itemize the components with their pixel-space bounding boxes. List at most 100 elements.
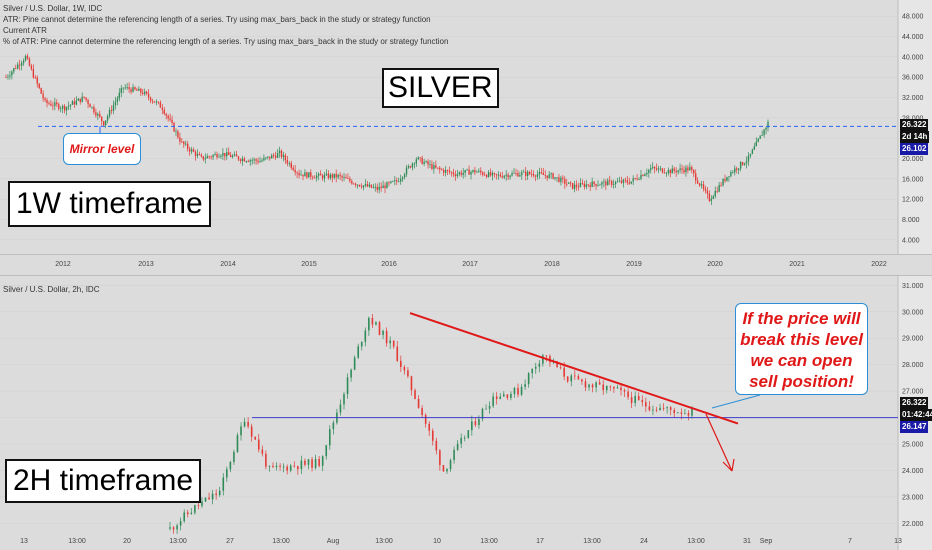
candle-body [351, 181, 353, 184]
candle-body [93, 106, 95, 113]
candle-body [194, 504, 196, 513]
candle-body [300, 460, 303, 470]
candle-body [513, 387, 516, 394]
two-hour-chart-pane[interactable]: 31.00030.00029.00028.00027.00026.00025.0… [0, 276, 932, 550]
candle-body [211, 493, 214, 500]
candle-body [527, 373, 530, 385]
candle-body [446, 469, 448, 472]
weekly-time-axis[interactable]: 2012 2013 2014 2015 2016 2017 2018 2019 2020 2021… [0, 254, 932, 276]
candle-body [524, 384, 526, 387]
candle-body [385, 330, 388, 344]
y-tick-label: 36.000 [902, 75, 924, 82]
projection-arrow-head [722, 458, 735, 472]
candle-body [579, 183, 582, 188]
candle-body [598, 382, 601, 385]
x-tick-label: 13:00 [375, 538, 393, 545]
candle-body [102, 121, 105, 126]
candle-body [446, 170, 449, 171]
candle-body [448, 170, 451, 173]
candle-body [374, 186, 376, 188]
candle-body [394, 180, 396, 182]
candle-body [400, 360, 402, 368]
candle-body [460, 172, 462, 175]
candle-body [144, 91, 146, 94]
candle-body [708, 193, 711, 201]
candle-body [485, 408, 487, 410]
candle-body [341, 175, 343, 178]
x-tick-label: 2013 [138, 261, 154, 268]
candle-body [710, 198, 713, 201]
candle-body [587, 184, 589, 186]
candle-body [534, 175, 537, 177]
y-tick-label: 29.000 [902, 336, 924, 343]
candle-body [265, 453, 267, 467]
candle-body [526, 171, 529, 176]
two-hour-price-badge: 26.322 [900, 397, 929, 409]
candle-body [655, 409, 658, 411]
candle-body [449, 460, 452, 470]
candle-body [128, 86, 130, 90]
candle-body [329, 174, 332, 179]
candle-body [545, 355, 548, 357]
candle-body [276, 153, 279, 158]
candle-body [77, 98, 79, 101]
candle-body [634, 178, 636, 180]
candle-body [610, 181, 613, 185]
candle-body [265, 157, 267, 159]
candle-body [605, 385, 608, 391]
candle-body [116, 98, 119, 102]
candle-body [728, 176, 730, 178]
candle-body [347, 178, 349, 180]
candle-body [208, 156, 210, 158]
candle-body [684, 413, 686, 414]
x-tick-label: 2017 [462, 261, 478, 268]
candle-body [91, 106, 93, 108]
candle-body [487, 172, 490, 177]
candle-body [730, 172, 732, 177]
candle-body [435, 165, 437, 168]
candle-body [662, 407, 665, 409]
candle-body [593, 181, 595, 185]
candle-body [442, 169, 445, 173]
candle-body [761, 135, 763, 136]
candle-body [176, 525, 178, 530]
candle-body [574, 375, 576, 377]
candle-body [124, 87, 126, 89]
candle-body [478, 170, 480, 172]
candle-body [157, 101, 160, 103]
candle-body [60, 108, 62, 110]
candle-body [318, 458, 320, 466]
candle-body [595, 382, 597, 388]
candle-body [538, 172, 541, 175]
y-tick-label: 48.000 [902, 14, 924, 21]
candle-body [425, 161, 427, 163]
candle-body [134, 87, 136, 90]
candle-body [190, 149, 193, 152]
weekly-chart-pane[interactable]: 48.00044.00040.00036.00032.00028.00024.0… [0, 0, 932, 254]
candle-body [423, 162, 425, 164]
y-tick-label: 27.000 [902, 389, 924, 396]
candle-body [28, 58, 31, 66]
candle-body [566, 376, 569, 382]
candle-body [345, 177, 347, 179]
candle-body [538, 363, 541, 367]
candle-body [126, 86, 128, 88]
candle-body [483, 174, 486, 176]
candle-body [492, 396, 494, 406]
candle-body [732, 172, 734, 173]
candle-body [630, 181, 632, 184]
callout-line-1: If the price will [742, 309, 861, 328]
candle-body [99, 113, 101, 117]
candle-body [597, 185, 599, 186]
candle-body [581, 183, 584, 184]
x-tick-label: 13 [894, 538, 902, 545]
candle-body [685, 167, 687, 173]
y-tick-label: 8.000 [902, 217, 920, 224]
candle-body [642, 174, 644, 176]
candle-body [392, 340, 395, 347]
candle-body [618, 180, 621, 182]
candle-body [335, 173, 337, 178]
candle-body [185, 143, 187, 145]
candle-body [237, 156, 240, 160]
two-hour-time-axis[interactable]: 13 13:00 20 13:00 27 13:00 Aug 13:00 10 13:00 17 13… [0, 536, 932, 550]
